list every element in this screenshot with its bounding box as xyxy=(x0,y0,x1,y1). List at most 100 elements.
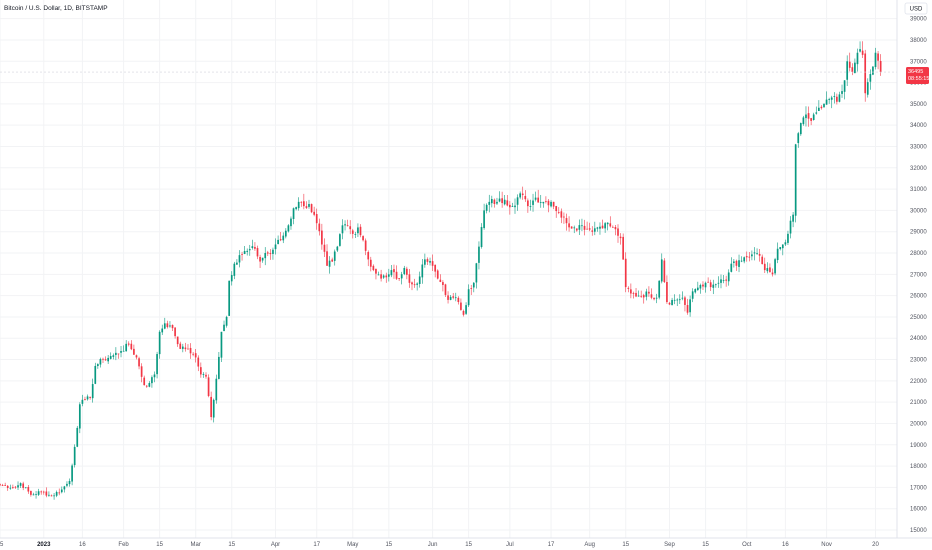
time-tick-label: 15 xyxy=(228,542,235,548)
candle-body xyxy=(385,275,388,278)
candle-body xyxy=(277,239,279,245)
candle-body xyxy=(650,294,653,298)
candle-body xyxy=(411,282,413,285)
candle-body xyxy=(740,260,743,262)
candle-body xyxy=(501,198,503,204)
candle-body xyxy=(668,302,671,305)
price-tick-label: 33000 xyxy=(910,144,927,150)
candle-body xyxy=(874,52,877,68)
price-axis[interactable]: 15000 16000 17000 18000 19000 20000 21000 22000… xyxy=(910,17,927,534)
candle-body xyxy=(864,53,867,94)
candle-body xyxy=(794,144,797,216)
time-tick-label: Jun xyxy=(428,542,438,548)
candle-body xyxy=(807,113,810,119)
candle-body xyxy=(727,272,730,282)
candle-body xyxy=(375,268,377,274)
candle-body xyxy=(617,228,619,236)
chart-grid xyxy=(0,0,897,538)
price-tick-label: 32000 xyxy=(910,166,927,172)
candle-body xyxy=(326,251,328,266)
candle-body xyxy=(45,491,48,496)
candle-body xyxy=(84,399,86,401)
price-tick-label: 20000 xyxy=(910,421,927,427)
candle-body xyxy=(68,480,71,485)
candle-body xyxy=(372,265,375,271)
candle-body xyxy=(135,355,138,358)
candle-body xyxy=(570,226,573,229)
candle-body xyxy=(297,201,300,209)
candle-body xyxy=(107,357,109,362)
candle-body xyxy=(364,240,367,251)
candle-body xyxy=(684,297,686,305)
candle-body xyxy=(367,252,370,260)
current-price-label: 36495 08:55:15 xyxy=(906,67,929,85)
candle-body xyxy=(81,399,84,404)
candle-body xyxy=(725,279,727,281)
candle-body xyxy=(344,224,346,226)
candle-body xyxy=(856,52,859,65)
candle-body xyxy=(362,236,364,241)
candle-body xyxy=(310,204,313,213)
candle-body xyxy=(341,225,344,234)
candle-body xyxy=(228,280,231,316)
candle-body xyxy=(40,491,43,493)
candle-body xyxy=(696,287,699,291)
candle-body xyxy=(58,492,61,494)
candle-body xyxy=(601,225,604,229)
candle-body xyxy=(284,230,287,237)
candle-body xyxy=(792,214,794,222)
candle-body xyxy=(287,225,290,232)
candle-body xyxy=(472,282,475,288)
candle-body xyxy=(1,485,4,487)
candle-body xyxy=(323,244,326,252)
time-tick-label: 15 xyxy=(622,542,629,548)
candle-body xyxy=(171,324,174,329)
candle-body xyxy=(506,200,509,206)
candle-body xyxy=(279,239,282,241)
candle-body xyxy=(104,359,107,361)
price-tick-label: 18000 xyxy=(910,464,927,470)
candle-body xyxy=(707,281,709,283)
candle-body xyxy=(568,223,570,228)
candle-body xyxy=(578,225,581,230)
candle-body xyxy=(50,495,53,497)
candle-body xyxy=(161,328,164,333)
candle-body xyxy=(712,284,715,288)
candle-body xyxy=(248,249,251,251)
price-tick-label: 29000 xyxy=(910,230,927,236)
candle-body xyxy=(30,490,32,495)
candle-body xyxy=(748,256,751,258)
time-tick-label: 15 xyxy=(0,542,4,548)
candle-body xyxy=(122,350,125,352)
candle-body xyxy=(609,223,612,227)
candle-body xyxy=(290,218,292,227)
candle-body xyxy=(19,483,22,486)
candle-body xyxy=(153,374,156,378)
candle-body xyxy=(233,263,236,276)
candle-body xyxy=(761,256,764,265)
candle-body xyxy=(35,494,37,495)
candle-body xyxy=(524,195,527,200)
candle-body xyxy=(691,291,694,299)
candle-body xyxy=(465,305,467,314)
candle-body xyxy=(516,197,519,205)
candle-body xyxy=(66,483,68,486)
price-tick-label: 38000 xyxy=(910,38,927,44)
time-axis[interactable]: 15 2023 16 Feb 15 Mar 15 Apr 17 May 15 Jun 15 Jul 17 Au… xyxy=(0,542,879,548)
candle-body xyxy=(63,486,66,490)
candle-body xyxy=(859,49,861,52)
candle-body xyxy=(251,246,254,248)
candle-body xyxy=(699,284,702,289)
candle-body xyxy=(89,396,91,398)
candle-body xyxy=(784,242,787,245)
candle-body xyxy=(158,331,161,355)
candle-body xyxy=(346,225,349,227)
candle-body xyxy=(207,377,210,397)
candle-body xyxy=(642,295,645,298)
candle-body xyxy=(836,96,838,102)
price-tick-label: 22000 xyxy=(910,379,927,385)
currency-button[interactable]: USD xyxy=(904,2,928,15)
candle-body xyxy=(498,198,501,202)
candle-body xyxy=(4,484,6,486)
